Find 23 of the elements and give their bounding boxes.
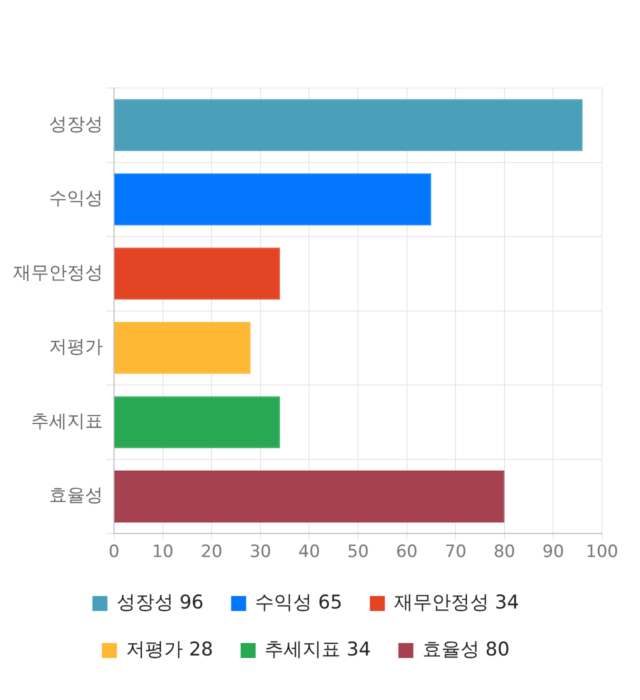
y-tick-label: 효율성 bbox=[49, 485, 103, 506]
legend-label: 수익성 65 bbox=[255, 591, 342, 614]
y-tick-label: 재무안정성 bbox=[13, 262, 103, 284]
x-tick-label: 70 bbox=[444, 542, 466, 562]
x-tick-label: 10 bbox=[152, 542, 174, 562]
legend-label: 성장성 96 bbox=[116, 591, 204, 614]
x-tick-label: 90 bbox=[542, 542, 564, 562]
x-tick-label: 100 bbox=[586, 542, 618, 562]
legend-label: 저평가 28 bbox=[126, 638, 214, 660]
x-tick-label: 20 bbox=[200, 542, 222, 562]
x-tick-label: 30 bbox=[250, 542, 272, 562]
x-tick-label: 0 bbox=[108, 542, 120, 562]
x-tick-label: 40 bbox=[298, 542, 320, 562]
x-tick-label: 80 bbox=[494, 542, 516, 562]
y-tick-label: 추세지표 bbox=[31, 410, 103, 432]
x-tick-label: 60 bbox=[396, 542, 418, 562]
x-tick-label: 50 bbox=[347, 542, 369, 562]
legend-label: 효율성 80 bbox=[422, 638, 510, 660]
legend-label: 추세지표 34 bbox=[264, 638, 371, 660]
y-tick-label: 수익성 bbox=[49, 188, 103, 210]
legend-label: 재무안정성 34 bbox=[394, 591, 520, 614]
y-tick-label: 성장성 bbox=[49, 114, 103, 135]
y-tick-label: 저평가 bbox=[49, 336, 103, 358]
